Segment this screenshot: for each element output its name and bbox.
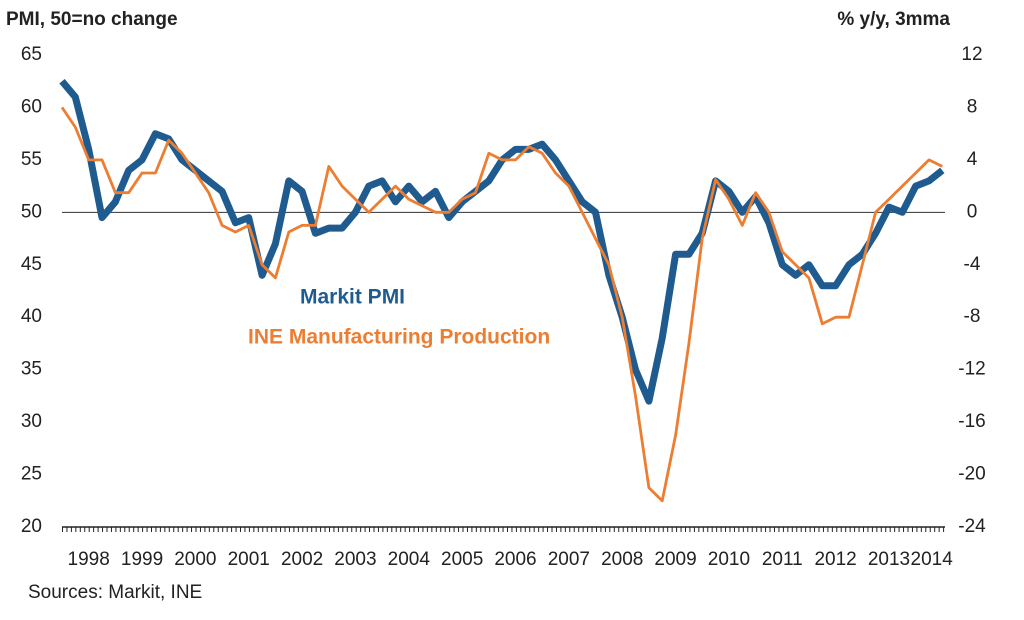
series-line [60,106,943,503]
y2-tick-label: -4 [964,254,981,275]
y2-tick-label: 0 [967,201,978,222]
minor-ticks [62,527,945,540]
y2-tick-label: -20 [958,464,985,485]
legend-label: Markit PMI [300,286,405,309]
x-tick-label: 2006 [494,549,536,570]
y2-tick-label: 4 [967,149,978,170]
y2-tick-label: -8 [964,306,981,327]
x-tick-label: 1999 [121,549,163,570]
x-tick-label: 2005 [441,549,483,570]
y-tick-label: 65 [21,44,42,65]
y2-tick-label: 8 [967,96,978,117]
y-tick-label: 35 [21,359,42,380]
x-tick-label: 2001 [228,549,270,570]
x-tick-label: 2010 [708,549,750,570]
y-tick-label: 45 [21,254,42,275]
y-tick-label: 60 [21,96,42,117]
y-tick-label: 20 [21,516,42,537]
y2-axis-label: % y/y, 3mma [837,9,950,30]
x-tick-label: 2013 [868,549,910,570]
legend-label: INE Manufacturing Production [248,326,550,349]
x-tick-label: 1998 [68,549,110,570]
source: Sources: Markit, INE [28,582,202,603]
x-tick-label: 2004 [388,549,431,570]
y2-tick-label: -12 [958,359,985,380]
x-tick-label: 2014 [911,549,954,570]
x-tick-label: 2008 [601,549,643,570]
y-tick-label: 25 [21,464,42,485]
x-tick-label: 2003 [334,549,376,570]
y-tick-label: 50 [21,201,42,222]
x-tick-label: 2009 [654,549,696,570]
y2-tick-label: -16 [958,411,985,432]
x-tick-label: 2007 [548,549,590,570]
y-tick-label: 55 [21,149,42,170]
x-tick-label: 2000 [174,549,216,570]
y-axis-label: PMI, 50=no change [6,9,178,30]
x-tick-label: 2012 [814,549,856,570]
y-tick-label: 30 [21,411,42,432]
y-tick-label: 40 [21,306,42,327]
x-tick-label: 2002 [281,549,323,570]
x-tick-label: 2011 [762,549,803,570]
y2-tick-label: 12 [961,44,982,65]
series-line [59,78,945,405]
y2-tick-label: -24 [958,516,986,537]
